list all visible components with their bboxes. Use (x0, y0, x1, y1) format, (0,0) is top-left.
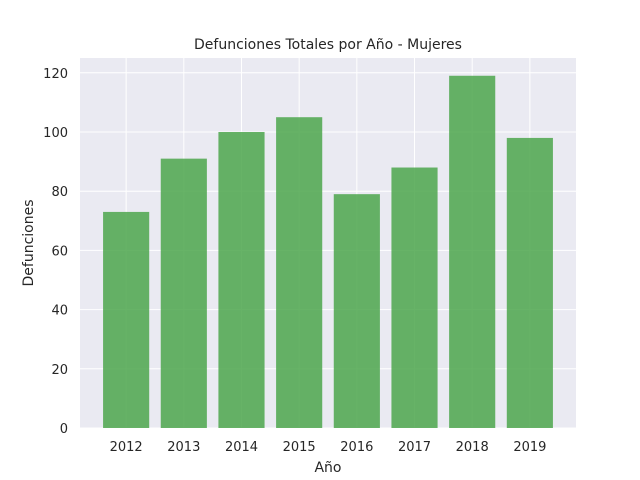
bar-2017 (391, 167, 438, 428)
y-tick-label: 40 (51, 304, 68, 319)
bar-2012 (103, 211, 150, 428)
x-tick-label: 2016 (340, 440, 373, 455)
y-tick-label: 100 (43, 126, 68, 141)
x-tick-label: 2018 (456, 440, 489, 455)
bar-2019 (506, 137, 553, 429)
x-tick-label: 2013 (167, 440, 200, 455)
x-tick-label: 2012 (110, 440, 143, 455)
x-axis-ticks: 2012 2013 2014 2015 2016 2017 2018 2019 (110, 440, 547, 455)
bar-2018 (449, 75, 496, 428)
y-tick-label: 120 (43, 67, 68, 82)
bar-2014 (218, 132, 265, 428)
y-tick-label: 80 (51, 185, 68, 200)
x-tick-label: 2014 (225, 440, 258, 455)
bar-2015 (276, 117, 323, 428)
y-tick-label: 60 (51, 244, 68, 259)
bars-group (103, 75, 553, 429)
x-tick-label: 2015 (283, 440, 316, 455)
y-tick-label: 20 (51, 363, 68, 378)
x-tick-label: 2019 (513, 440, 546, 455)
y-axis-label: Defunciones (21, 199, 37, 286)
y-axis-ticks: 0 20 40 60 80 100 120 (43, 67, 68, 437)
y-tick-label: 0 (60, 422, 68, 437)
x-axis-label: Año (314, 460, 341, 476)
x-tick-label: 2017 (398, 440, 431, 455)
plot-area (80, 58, 576, 428)
bar-2013 (160, 158, 207, 428)
bar-2016 (333, 194, 380, 428)
chart-title: Defunciones Totales por Año - Mujeres (194, 37, 462, 53)
